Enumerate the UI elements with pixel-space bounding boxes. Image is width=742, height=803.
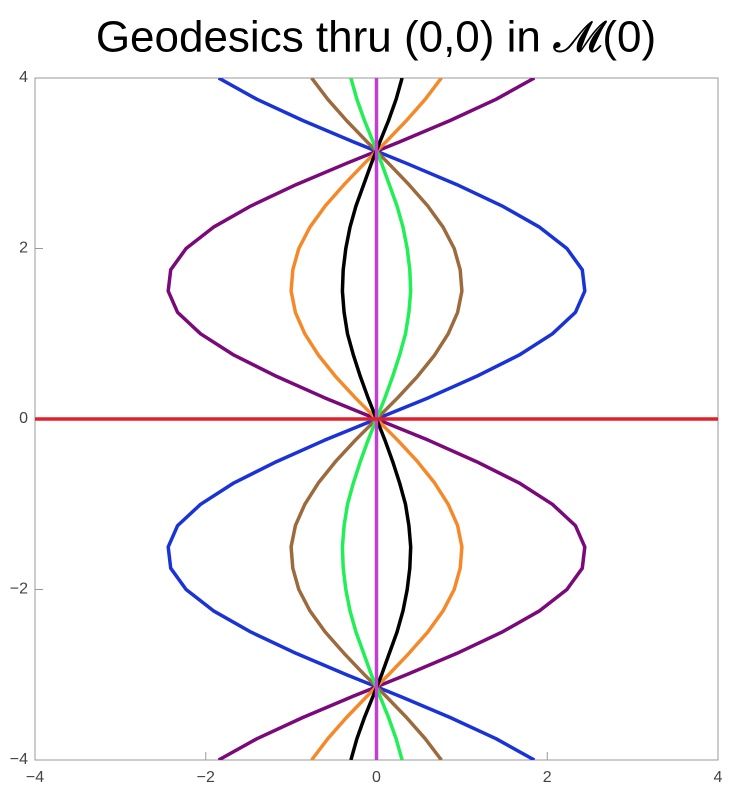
y-tick-label: 4 [19,69,28,86]
y-tick-label: 0 [19,410,28,427]
x-tick-label: −2 [197,769,215,786]
x-tick-label: 4 [714,769,723,786]
chart-title: Geodesics thru (0,0) in 𝓜(0) [96,13,656,62]
x-tick-label: 0 [372,769,381,786]
x-tick-label: −4 [26,769,44,786]
y-tick-label: −2 [10,581,28,598]
y-tick-label: −4 [10,751,28,768]
x-tick-label: 2 [543,769,552,786]
y-tick-label: 2 [19,240,28,257]
